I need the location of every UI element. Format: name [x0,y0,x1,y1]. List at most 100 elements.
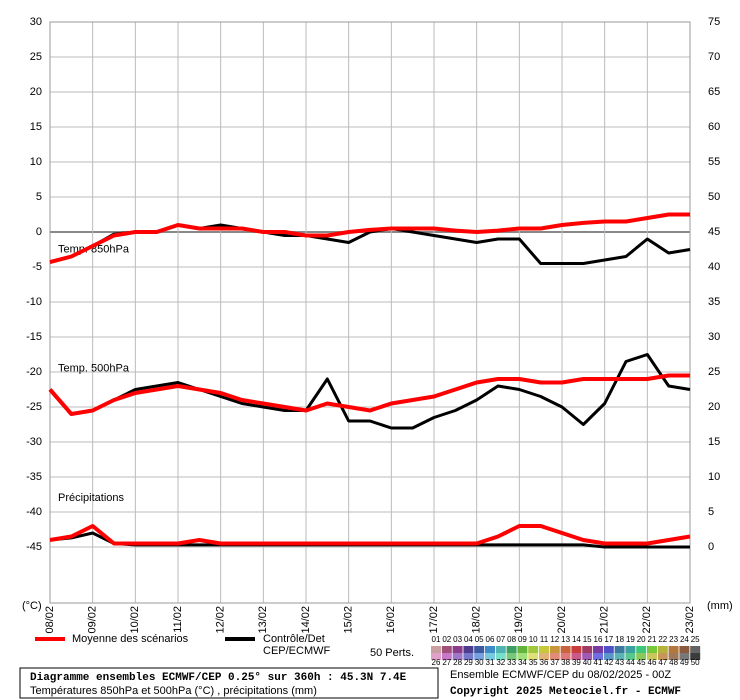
y2-tick-label: 5 [708,506,714,518]
pert-swatch [431,653,441,660]
y-tick-label: -30 [26,436,42,448]
x-tick-label: 18/02 [471,606,483,634]
pert-swatch [603,646,614,653]
pert-label: 26 [432,658,441,667]
pert-label: 16 [594,635,603,644]
pert-swatch [582,646,593,653]
mean-line [49,212,690,265]
y-tick-label: 25 [30,51,42,63]
x-tick-label: 08/02 [44,606,56,634]
pert-swatch [668,646,679,653]
pert-label: 04 [464,635,473,644]
x-tick-label: 21/02 [599,606,611,634]
pert-label: 10 [529,635,538,644]
plot-frame [49,21,691,604]
pert-label: 15 [583,635,592,644]
x-tick-label: 20/02 [556,606,568,634]
pert-label: 44 [626,658,635,667]
y-tick-label: -15 [26,331,42,343]
pert-label: 03 [453,635,462,644]
pert-swatch [647,646,657,653]
pert-swatch [517,653,528,660]
pert-label: 24 [680,635,689,644]
legend-label: Contrôle/Det [263,633,325,645]
pert-label: 20 [637,635,646,644]
pert-label: 18 [615,635,624,644]
pert-label: 11 [540,635,549,644]
pert-label: 08 [507,635,516,644]
y-tick-label: -5 [32,261,42,273]
pert-label: 28 [453,658,462,667]
pert-label: 36 [540,658,549,667]
pert-swatch [582,653,593,660]
panel-label: Précipitations [58,492,125,504]
x-tick-label: 10/02 [129,606,141,634]
x-tick-label: 12/02 [215,606,227,634]
pert-label: 21 [648,635,657,644]
pert-label: 50 [691,658,700,667]
x-tick-label: 14/02 [300,606,312,634]
pert-label: 41 [594,658,603,667]
pert-label: 29 [464,658,473,667]
pert-swatch [690,646,701,653]
y-tick-label: -35 [26,471,42,483]
y2-tick-label: 70 [708,51,720,63]
pert-label: 39 [572,658,581,667]
pert-label: 25 [691,635,700,644]
x-tick-label: 17/02 [428,606,440,634]
pert-swatch [614,653,625,660]
pert-swatch [463,653,474,660]
pert-swatch [528,646,539,653]
pert-label: 27 [442,658,451,667]
pert-label: 42 [604,658,613,667]
x-tick-label: 19/02 [513,606,525,634]
y-tick-label: 5 [36,191,42,203]
pert-label: 32 [496,658,505,667]
run-info: Ensemble ECMWF/CEP du 08/02/2025 - 00Z [450,669,671,681]
x-tick-label: 09/02 [87,606,99,634]
pert-label: 05 [475,635,484,644]
pert-label: 17 [604,635,613,644]
pert-label: 30 [475,658,484,667]
pert-swatch [679,646,690,653]
copyright: Copyright 2025 Meteociel.fr - ECMWF [450,686,681,698]
pert-swatch [452,653,463,660]
y-tick-label: 20 [30,86,42,98]
pert-swatch [474,653,485,660]
pert-swatch [636,646,647,653]
pert-swatch [539,646,549,653]
x-tick-label: 23/02 [684,606,696,634]
pert-label: 22 [658,635,667,644]
pert-swatch [571,653,582,660]
y2-tick-label: 0 [708,541,714,553]
pert-label: 23 [669,635,678,644]
pert-swatch [441,653,452,660]
pert-swatch [549,646,560,653]
pert-label: 40 [583,658,592,667]
pert-swatch [593,646,603,653]
y-tick-label: -10 [26,296,42,308]
legend-label: Moyenne des scénarios [72,633,189,645]
pert-label: 09 [518,635,527,644]
y2-tick-label: 15 [708,436,720,448]
pert-swatch [495,653,506,660]
pert-label: 19 [626,635,635,644]
pert-label: 13 [561,635,570,644]
y-tick-label: 15 [30,121,42,133]
pert-label: 46 [648,658,657,667]
y2-tick-label: 25 [708,366,720,378]
pert-swatch [495,646,506,653]
y2-tick-label: 30 [708,331,720,343]
y-tick-label: -40 [26,506,42,518]
info-box [19,667,439,699]
mean-line [48,373,690,416]
pert-swatch [657,653,668,660]
pert-swatch [647,653,657,660]
x-tick-label: 11/02 [172,606,184,633]
y-tick-label: 30 [30,16,42,28]
y2-tick-label: 60 [708,121,720,133]
box-line1: Diagramme ensembles ECMWF/CEP 0.25° sur … [30,672,407,684]
y2-tick-label: 55 [708,156,720,168]
